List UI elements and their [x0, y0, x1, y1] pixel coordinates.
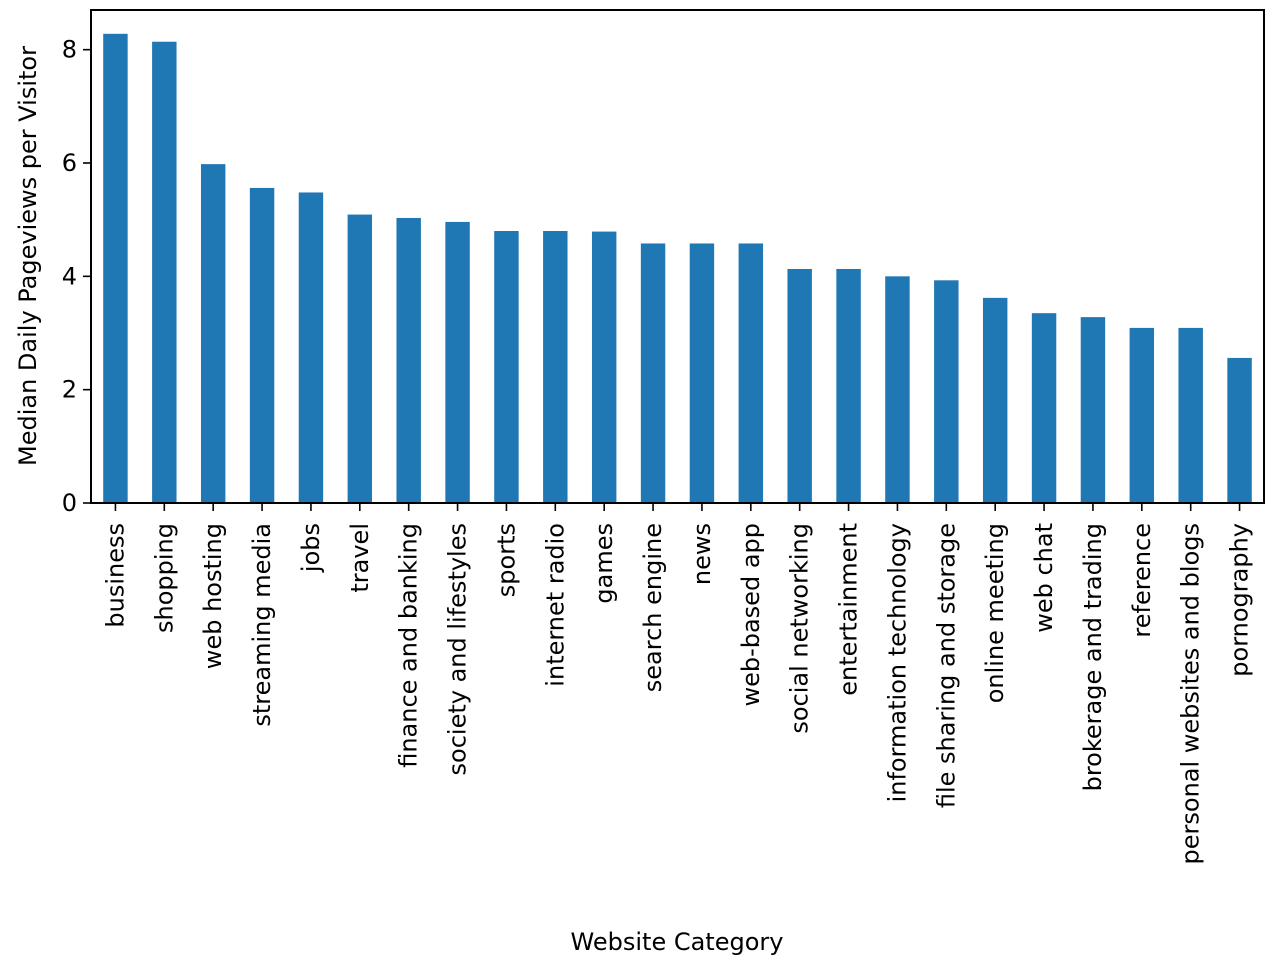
x-tick-label: news [688, 523, 716, 585]
y-tick-label: 6 [62, 149, 77, 177]
y-tick-label: 4 [62, 262, 77, 290]
bar-search-engine [640, 243, 666, 503]
bar-news [689, 243, 715, 503]
y-tick-label: 0 [62, 489, 77, 517]
x-tick-label: personal websites and blogs [1177, 523, 1205, 864]
bar-jobs [298, 192, 324, 503]
x-tick-label: finance and banking [395, 523, 423, 768]
bar-society-and-lifestyles [445, 221, 470, 503]
x-tick-label: file sharing and storage [932, 523, 960, 808]
y-tick-label: 2 [62, 376, 77, 404]
x-tick-label: travel [346, 523, 374, 593]
x-tick-label: information technology [883, 523, 911, 802]
x-tick-label: shopping [150, 523, 178, 633]
bar-finance-and-banking [396, 217, 421, 503]
x-tick-label: social networking [786, 523, 814, 734]
y-axis: 0 2 4 6 8 [62, 36, 91, 517]
x-tick-label: online meeting [981, 523, 1009, 703]
x-tick-label: internet radio [541, 523, 569, 687]
bar-shopping [152, 41, 177, 503]
x-tick-label: streaming media [248, 523, 276, 727]
x-tick-label: games [590, 523, 618, 604]
bar-streaming-media [249, 187, 275, 503]
bar-brokerage-and-trading [1080, 317, 1106, 503]
bar-web-chat [1031, 313, 1057, 503]
bar-personal-websites-and-blogs [1178, 327, 1203, 503]
bar-business [103, 33, 128, 504]
x-tick-label: brokerage and trading [1079, 523, 1107, 791]
x-tick-label: web chat [1030, 523, 1058, 633]
x-tick-label: pornography [1226, 523, 1254, 677]
bar-pornography [1227, 357, 1252, 503]
x-tick-label: reference [1128, 523, 1156, 638]
y-axis-title: Median Daily Pageviews per Visitor [14, 46, 42, 466]
bar-web-based-app [738, 243, 764, 503]
bar-travel [347, 214, 373, 504]
x-tick-label: web hosting [199, 523, 227, 669]
x-tick-label: search engine [639, 523, 667, 692]
bar-games [591, 231, 617, 504]
x-tick-label: entertainment [835, 523, 863, 696]
bar-web-hosting [200, 164, 226, 503]
y-tick-label: 8 [62, 36, 77, 64]
x-axis-title: Website Category [571, 928, 784, 956]
x-tick-label: business [101, 523, 129, 628]
x-tick-label: jobs [297, 523, 325, 573]
x-axis: business shopping web hosting streaming med… [101, 503, 1254, 864]
bar-online-meeting [982, 297, 1008, 503]
bar-reference [1129, 327, 1155, 503]
bar-information-technology [885, 276, 910, 503]
bars-group [103, 33, 1252, 504]
plot-frame [90, 9, 1265, 504]
x-tick-label: sports [492, 523, 520, 597]
bar-internet-radio [543, 231, 568, 503]
bar-entertainment [836, 268, 861, 503]
x-tick-label: web-based app [737, 523, 765, 707]
bar-file-sharing-and-storage [934, 280, 959, 503]
bar-sports [494, 231, 519, 503]
x-tick-label: society and lifestyles [444, 523, 472, 775]
bar-social-networking [787, 268, 812, 503]
